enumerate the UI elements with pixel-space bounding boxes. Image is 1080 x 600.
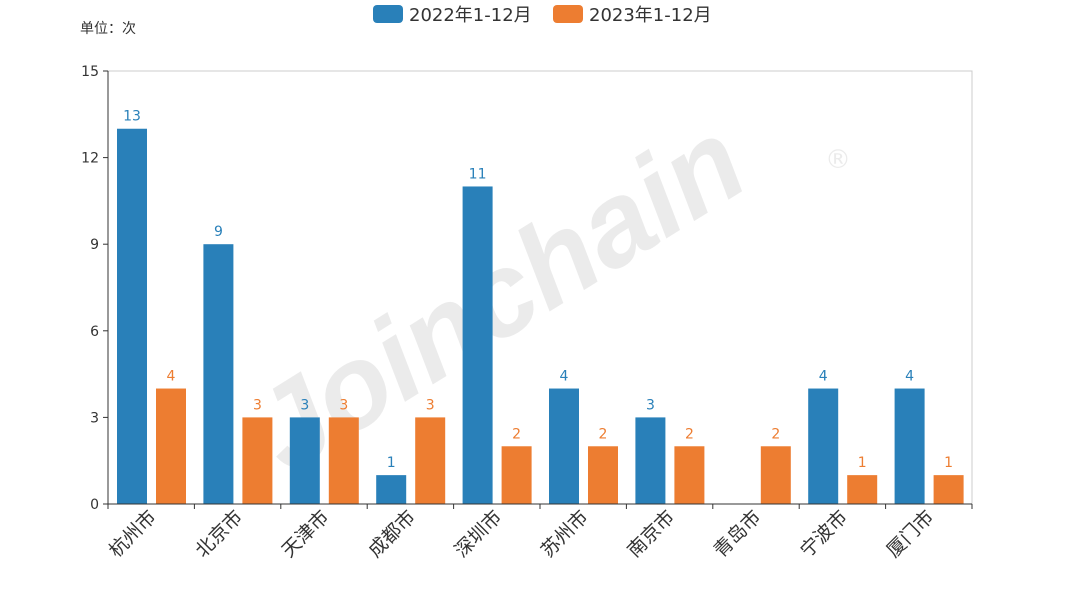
data-label: 2 <box>685 426 694 442</box>
bar-2023 <box>328 417 359 504</box>
bar-2022 <box>203 244 234 504</box>
legend-swatch <box>553 5 583 23</box>
data-label: 4 <box>905 369 914 385</box>
y-tick-label: 6 <box>90 324 99 340</box>
data-label: 1 <box>858 455 867 471</box>
bar-2023 <box>415 417 446 504</box>
bar-2023 <box>674 446 705 504</box>
legend-label: 2023年1-12月 <box>589 5 712 26</box>
x-tick-label: 厦门市 <box>882 506 938 562</box>
x-tick-label: 苏州市 <box>537 506 593 562</box>
data-label: 9 <box>214 224 223 240</box>
data-label: 2 <box>512 426 521 442</box>
data-label: 2 <box>771 426 780 442</box>
watermark: Joinchain ® <box>230 94 851 498</box>
y-tick-label: 3 <box>90 410 99 426</box>
data-label: 3 <box>339 397 348 413</box>
data-label: 3 <box>426 397 435 413</box>
x-tick-label: 青岛市 <box>710 506 766 562</box>
data-label: 4 <box>819 369 828 385</box>
x-tick-label: 天津市 <box>278 506 334 562</box>
legend-swatch <box>373 5 403 23</box>
x-tick-label: 深圳市 <box>450 506 506 562</box>
data-label: 3 <box>300 397 309 413</box>
y-tick-label: 12 <box>81 151 99 167</box>
bar-2023 <box>588 446 618 504</box>
bar-2023 <box>501 446 532 504</box>
data-label: 2 <box>599 426 608 442</box>
y-tick-label: 0 <box>90 497 99 513</box>
unit-label: 单位：次 <box>80 21 136 37</box>
data-label: 1 <box>944 455 953 471</box>
bar-2023 <box>760 446 791 504</box>
y-tick-label: 9 <box>90 237 99 253</box>
data-label: 1 <box>387 455 396 471</box>
bar-2022 <box>894 388 925 504</box>
data-label: 3 <box>253 397 262 413</box>
x-tick-label: 成都市 <box>364 506 420 562</box>
bar-2022 <box>808 388 839 504</box>
bar-2023 <box>242 417 273 504</box>
data-label: 4 <box>560 369 569 385</box>
x-tick-label: 南京市 <box>623 506 679 562</box>
bar-2023 <box>156 388 186 504</box>
bar-2023 <box>933 475 964 504</box>
bar-2022 <box>376 475 407 504</box>
y-tick-label: 15 <box>81 64 99 80</box>
x-tick-label: 宁波市 <box>796 506 852 562</box>
bar-2022 <box>635 417 666 504</box>
data-label: 4 <box>167 369 176 385</box>
bar-2022 <box>117 128 147 504</box>
legend-label: 2022年1-12月 <box>409 5 532 26</box>
bar-2022 <box>289 417 320 504</box>
x-tick-label: 北京市 <box>191 506 247 562</box>
bar-2023 <box>847 475 878 504</box>
svg-text:®: ® <box>825 145 851 175</box>
data-label: 3 <box>646 397 655 413</box>
data-label: 11 <box>469 166 487 182</box>
data-label: 13 <box>123 109 141 125</box>
x-tick-label: 杭州市 <box>105 506 161 562</box>
bar-2022 <box>549 388 579 504</box>
bar-2022 <box>462 186 493 504</box>
